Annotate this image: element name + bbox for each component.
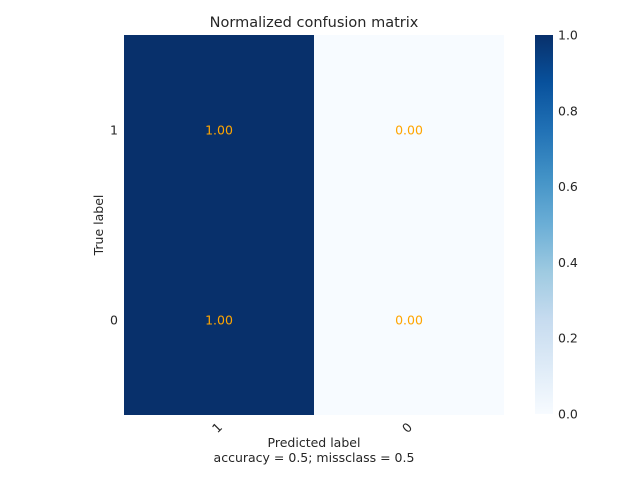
x-tick-label: 0 (399, 419, 415, 435)
y-tick-labels: 10 (110, 123, 118, 328)
cell-annotations: 1.00 0.00 1.00 0.00 (205, 123, 423, 328)
accuracy-footnote: accuracy = 0.5; missclass = 0.5 (214, 450, 415, 465)
y-axis-label: True label (91, 195, 106, 257)
colorbar-tick-label: 0.2 (558, 331, 578, 346)
colorbar-tick-label: 0.0 (558, 407, 578, 422)
heatmap-cells (124, 35, 504, 415)
cell-value-label: 0.00 (395, 123, 423, 138)
y-tick-label: 0 (110, 313, 118, 328)
heatmap-cell (314, 225, 504, 415)
heatmap-cell (124, 225, 314, 415)
colorbar (535, 35, 553, 414)
cell-value-label: 0.00 (395, 313, 423, 328)
cell-value-label: 1.00 (205, 123, 233, 138)
colorbar-tick-label: 0.6 (558, 179, 578, 194)
colorbar-tick-label: 1.0 (558, 28, 578, 43)
colorbar-tick-label: 0.4 (558, 255, 578, 270)
colorbar-tick-label: 0.8 (558, 103, 578, 118)
colorbar-tick-labels: 0.0 0.2 0.4 0.6 0.8 1.0 (558, 28, 578, 422)
x-axis-label: Predicted label (268, 435, 361, 450)
x-tick-label: 1 (209, 420, 225, 436)
heatmap-cell (124, 35, 314, 225)
cell-value-label: 1.00 (205, 313, 233, 328)
heatmap-cell (314, 35, 504, 225)
y-tick-label: 1 (110, 123, 118, 138)
chart-title: Normalized confusion matrix (210, 15, 419, 31)
